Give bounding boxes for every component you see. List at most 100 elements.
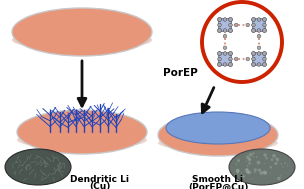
FancyBboxPatch shape bbox=[253, 19, 265, 31]
Circle shape bbox=[223, 18, 227, 21]
Circle shape bbox=[246, 57, 250, 61]
Text: (PorEP@Cu): (PorEP@Cu) bbox=[188, 182, 248, 189]
Circle shape bbox=[246, 168, 249, 171]
Circle shape bbox=[247, 170, 250, 173]
Circle shape bbox=[242, 175, 245, 178]
Text: Dendritic Li: Dendritic Li bbox=[71, 176, 130, 184]
Circle shape bbox=[277, 177, 281, 180]
Circle shape bbox=[265, 157, 268, 159]
Circle shape bbox=[257, 29, 261, 32]
Circle shape bbox=[280, 175, 281, 177]
Circle shape bbox=[269, 173, 271, 174]
Circle shape bbox=[251, 18, 255, 22]
Circle shape bbox=[237, 171, 239, 174]
Circle shape bbox=[218, 23, 221, 27]
Circle shape bbox=[264, 163, 265, 164]
Circle shape bbox=[251, 63, 255, 67]
Circle shape bbox=[254, 171, 256, 173]
Circle shape bbox=[248, 171, 251, 174]
Circle shape bbox=[248, 162, 251, 165]
Circle shape bbox=[262, 18, 267, 22]
FancyBboxPatch shape bbox=[219, 19, 231, 31]
Circle shape bbox=[262, 63, 267, 67]
Circle shape bbox=[202, 2, 282, 82]
Circle shape bbox=[241, 172, 242, 173]
Circle shape bbox=[247, 172, 249, 174]
Circle shape bbox=[282, 166, 284, 168]
Circle shape bbox=[275, 157, 277, 159]
Circle shape bbox=[271, 158, 273, 161]
Ellipse shape bbox=[166, 112, 270, 144]
Circle shape bbox=[248, 158, 251, 161]
Ellipse shape bbox=[17, 131, 147, 149]
Circle shape bbox=[246, 155, 250, 159]
Circle shape bbox=[234, 23, 238, 27]
Circle shape bbox=[262, 29, 267, 33]
Circle shape bbox=[257, 161, 261, 164]
Circle shape bbox=[248, 158, 250, 160]
Circle shape bbox=[253, 156, 254, 158]
FancyBboxPatch shape bbox=[253, 53, 265, 65]
Circle shape bbox=[217, 63, 222, 67]
Circle shape bbox=[252, 152, 254, 154]
FancyBboxPatch shape bbox=[219, 53, 231, 65]
Circle shape bbox=[217, 18, 222, 22]
Circle shape bbox=[229, 51, 233, 56]
Circle shape bbox=[257, 63, 261, 66]
Ellipse shape bbox=[229, 149, 295, 185]
Circle shape bbox=[246, 172, 247, 173]
Ellipse shape bbox=[12, 8, 152, 56]
Text: (Cu): (Cu) bbox=[89, 183, 111, 189]
Circle shape bbox=[223, 34, 227, 38]
Circle shape bbox=[276, 158, 277, 159]
Ellipse shape bbox=[5, 149, 71, 185]
Circle shape bbox=[240, 175, 244, 178]
Circle shape bbox=[236, 169, 240, 172]
Circle shape bbox=[256, 156, 257, 158]
Circle shape bbox=[223, 29, 227, 32]
Circle shape bbox=[257, 52, 261, 55]
Circle shape bbox=[217, 29, 222, 33]
Circle shape bbox=[281, 163, 282, 165]
Circle shape bbox=[257, 46, 261, 50]
Circle shape bbox=[237, 159, 240, 162]
Circle shape bbox=[257, 34, 261, 38]
Circle shape bbox=[229, 23, 232, 27]
Circle shape bbox=[263, 170, 267, 174]
Ellipse shape bbox=[12, 30, 152, 50]
Circle shape bbox=[234, 57, 238, 61]
Circle shape bbox=[251, 29, 255, 33]
Text: PorEP: PorEP bbox=[163, 68, 198, 78]
Circle shape bbox=[251, 51, 255, 56]
Circle shape bbox=[262, 51, 267, 56]
Circle shape bbox=[223, 46, 227, 50]
Circle shape bbox=[246, 23, 250, 27]
Circle shape bbox=[229, 63, 233, 67]
Circle shape bbox=[276, 158, 279, 161]
Circle shape bbox=[287, 165, 288, 166]
Circle shape bbox=[252, 57, 255, 61]
Circle shape bbox=[229, 57, 232, 61]
Circle shape bbox=[272, 154, 276, 158]
Circle shape bbox=[252, 23, 255, 27]
Circle shape bbox=[249, 153, 253, 156]
Circle shape bbox=[229, 18, 233, 22]
Circle shape bbox=[245, 168, 249, 172]
Circle shape bbox=[284, 162, 286, 164]
Ellipse shape bbox=[158, 114, 278, 156]
Circle shape bbox=[237, 169, 240, 172]
Circle shape bbox=[247, 165, 249, 167]
Circle shape bbox=[257, 18, 261, 21]
Circle shape bbox=[217, 51, 222, 56]
Circle shape bbox=[263, 153, 267, 157]
Circle shape bbox=[270, 166, 272, 168]
Circle shape bbox=[218, 57, 221, 61]
Circle shape bbox=[236, 163, 237, 165]
Circle shape bbox=[258, 168, 261, 172]
Circle shape bbox=[260, 171, 264, 175]
Ellipse shape bbox=[17, 110, 147, 154]
Circle shape bbox=[223, 63, 227, 66]
Circle shape bbox=[229, 29, 233, 33]
Text: Smooth Li: Smooth Li bbox=[192, 176, 244, 184]
Ellipse shape bbox=[158, 135, 278, 151]
